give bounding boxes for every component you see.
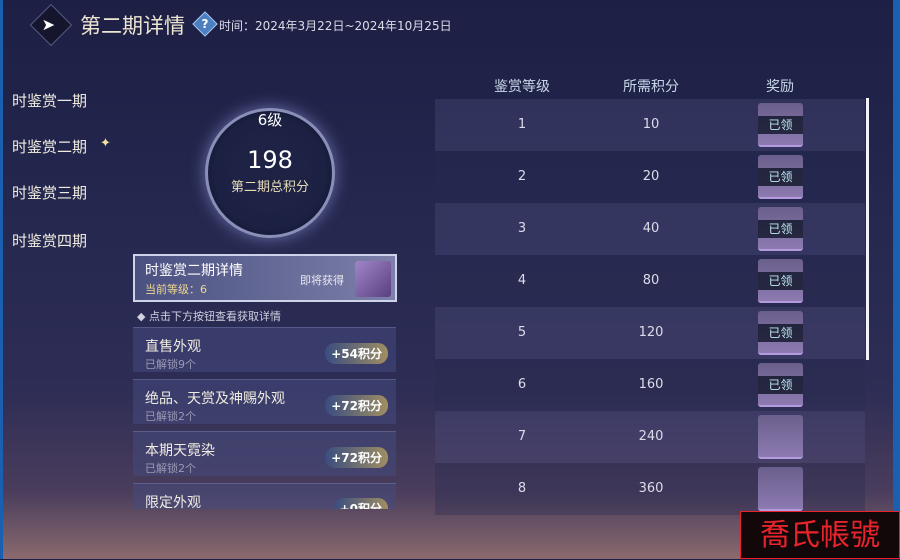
watermark: 喬氏帳號 [740,511,900,559]
detail-title: 时鉴赏二期详情 [145,263,243,279]
reward-item-icon[interactable] [758,415,803,459]
row-points: 20 [642,169,660,184]
reward-item-icon[interactable]: 已领 [758,103,803,147]
nav-period-1[interactable]: 时鉴赏一期 [12,92,88,110]
header-reward: 奖励 [766,79,794,95]
row-level: 7 [517,429,527,444]
category-unlocked: 已解锁9个 [145,358,196,371]
current-level: 当前等级：6 [145,283,207,296]
row-points: 80 [642,273,660,288]
right-edge [893,0,900,559]
header-level: 鉴赏等级 [494,79,550,95]
reward-item-icon[interactable]: 已领 [758,259,803,303]
table-row: 5 120 已领 [435,307,865,359]
reward-item-icon[interactable]: 已领 [758,155,803,199]
header-points: 所需积分 [623,79,679,95]
claimed-label: 已领 [758,220,803,238]
claimed-label: 已领 [758,324,803,342]
category-name: 限定外观 [145,495,201,509]
category-points: +54积分 [325,343,388,364]
question-icon: ? [201,17,209,31]
claimed-label: 已领 [758,116,803,134]
table-row: 1 10 已领 [435,99,865,151]
back-button[interactable]: ➤ [29,3,73,47]
nav-period-4[interactable]: 时鉴赏四期 [12,232,88,250]
reward-item-icon[interactable]: 已领 [758,207,803,251]
nav-period-3[interactable]: 时鉴赏三期 [12,184,88,202]
hint-text: ◆ 点击下方按钮查看获取详情 [137,310,281,323]
category-card[interactable]: 限定外观 +0积分 [133,483,396,509]
table-row: 8 360 [435,463,865,515]
help-button[interactable]: ? [192,11,218,37]
back-arrow-icon: ➤ [41,14,56,34]
table-row: 2 20 已领 [435,151,865,203]
score-ring [205,108,335,238]
period-time: 时间：2024年3月22日~2024年10月25日 [219,19,452,33]
row-points: 120 [638,325,664,340]
row-level: 1 [517,117,527,132]
category-points: +72积分 [325,395,388,416]
category-name: 直售外观 [145,339,201,355]
claimed-label: 已领 [758,272,803,290]
table-row: 4 80 已领 [435,255,865,307]
category-points: +0积分 [333,498,388,509]
category-card[interactable]: 直售外观 已解锁9个 +54积分 [133,327,396,372]
nav-period-2[interactable]: 时鉴赏二期 [12,138,88,156]
category-points: +72积分 [325,447,388,468]
row-level: 6 [517,377,527,392]
score-total: 198 [247,146,293,174]
claimed-label: 已领 [758,168,803,186]
category-card[interactable]: 本期天霓染 已解锁2个 +72积分 [133,431,396,476]
row-level: 4 [517,273,527,288]
row-points: 40 [642,221,660,236]
row-level: 8 [517,481,527,496]
row-level: 5 [517,325,527,340]
category-unlocked: 已解锁2个 [145,410,196,423]
category-name: 绝品、天赏及神赐外观 [145,391,285,407]
selected-sparkle-icon: ✦ [100,136,111,151]
table-row: 3 40 已领 [435,203,865,255]
reward-table: 鉴赏等级 所需积分 奖励 1 10 已领 2 20 已领 3 40 已领 4 80 已… [435,70,868,559]
table-row: 7 240 [435,411,865,463]
table-row: 6 160 已领 [435,359,865,411]
reward-item-icon[interactable]: 已领 [758,363,803,407]
left-edge [0,0,3,559]
row-level: 3 [517,221,527,236]
page-title: 第二期详情 [80,14,185,38]
score-label: 第二期总积分 [230,180,309,195]
claimed-label: 已领 [758,376,803,394]
reward-item-icon[interactable]: 已领 [758,311,803,355]
category-unlocked: 已解锁2个 [145,462,196,475]
period-detail-card[interactable]: 时鉴赏二期详情 当前等级：6 即将获得 [133,254,397,302]
category-name: 本期天霓染 [145,443,215,459]
row-points: 240 [638,429,664,444]
row-level: 2 [517,169,527,184]
category-card[interactable]: 绝品、天赏及神赐外观 已解锁2个 +72积分 [133,379,396,424]
coming-soon-label: 即将获得 [300,274,344,287]
score-level: 6级 [257,111,283,129]
upcoming-reward-icon [355,261,391,297]
row-points: 360 [638,481,664,496]
reward-item-icon[interactable] [758,467,803,511]
table-scrollbar[interactable] [866,98,869,360]
row-points: 10 [642,117,660,132]
row-points: 160 [638,377,664,392]
